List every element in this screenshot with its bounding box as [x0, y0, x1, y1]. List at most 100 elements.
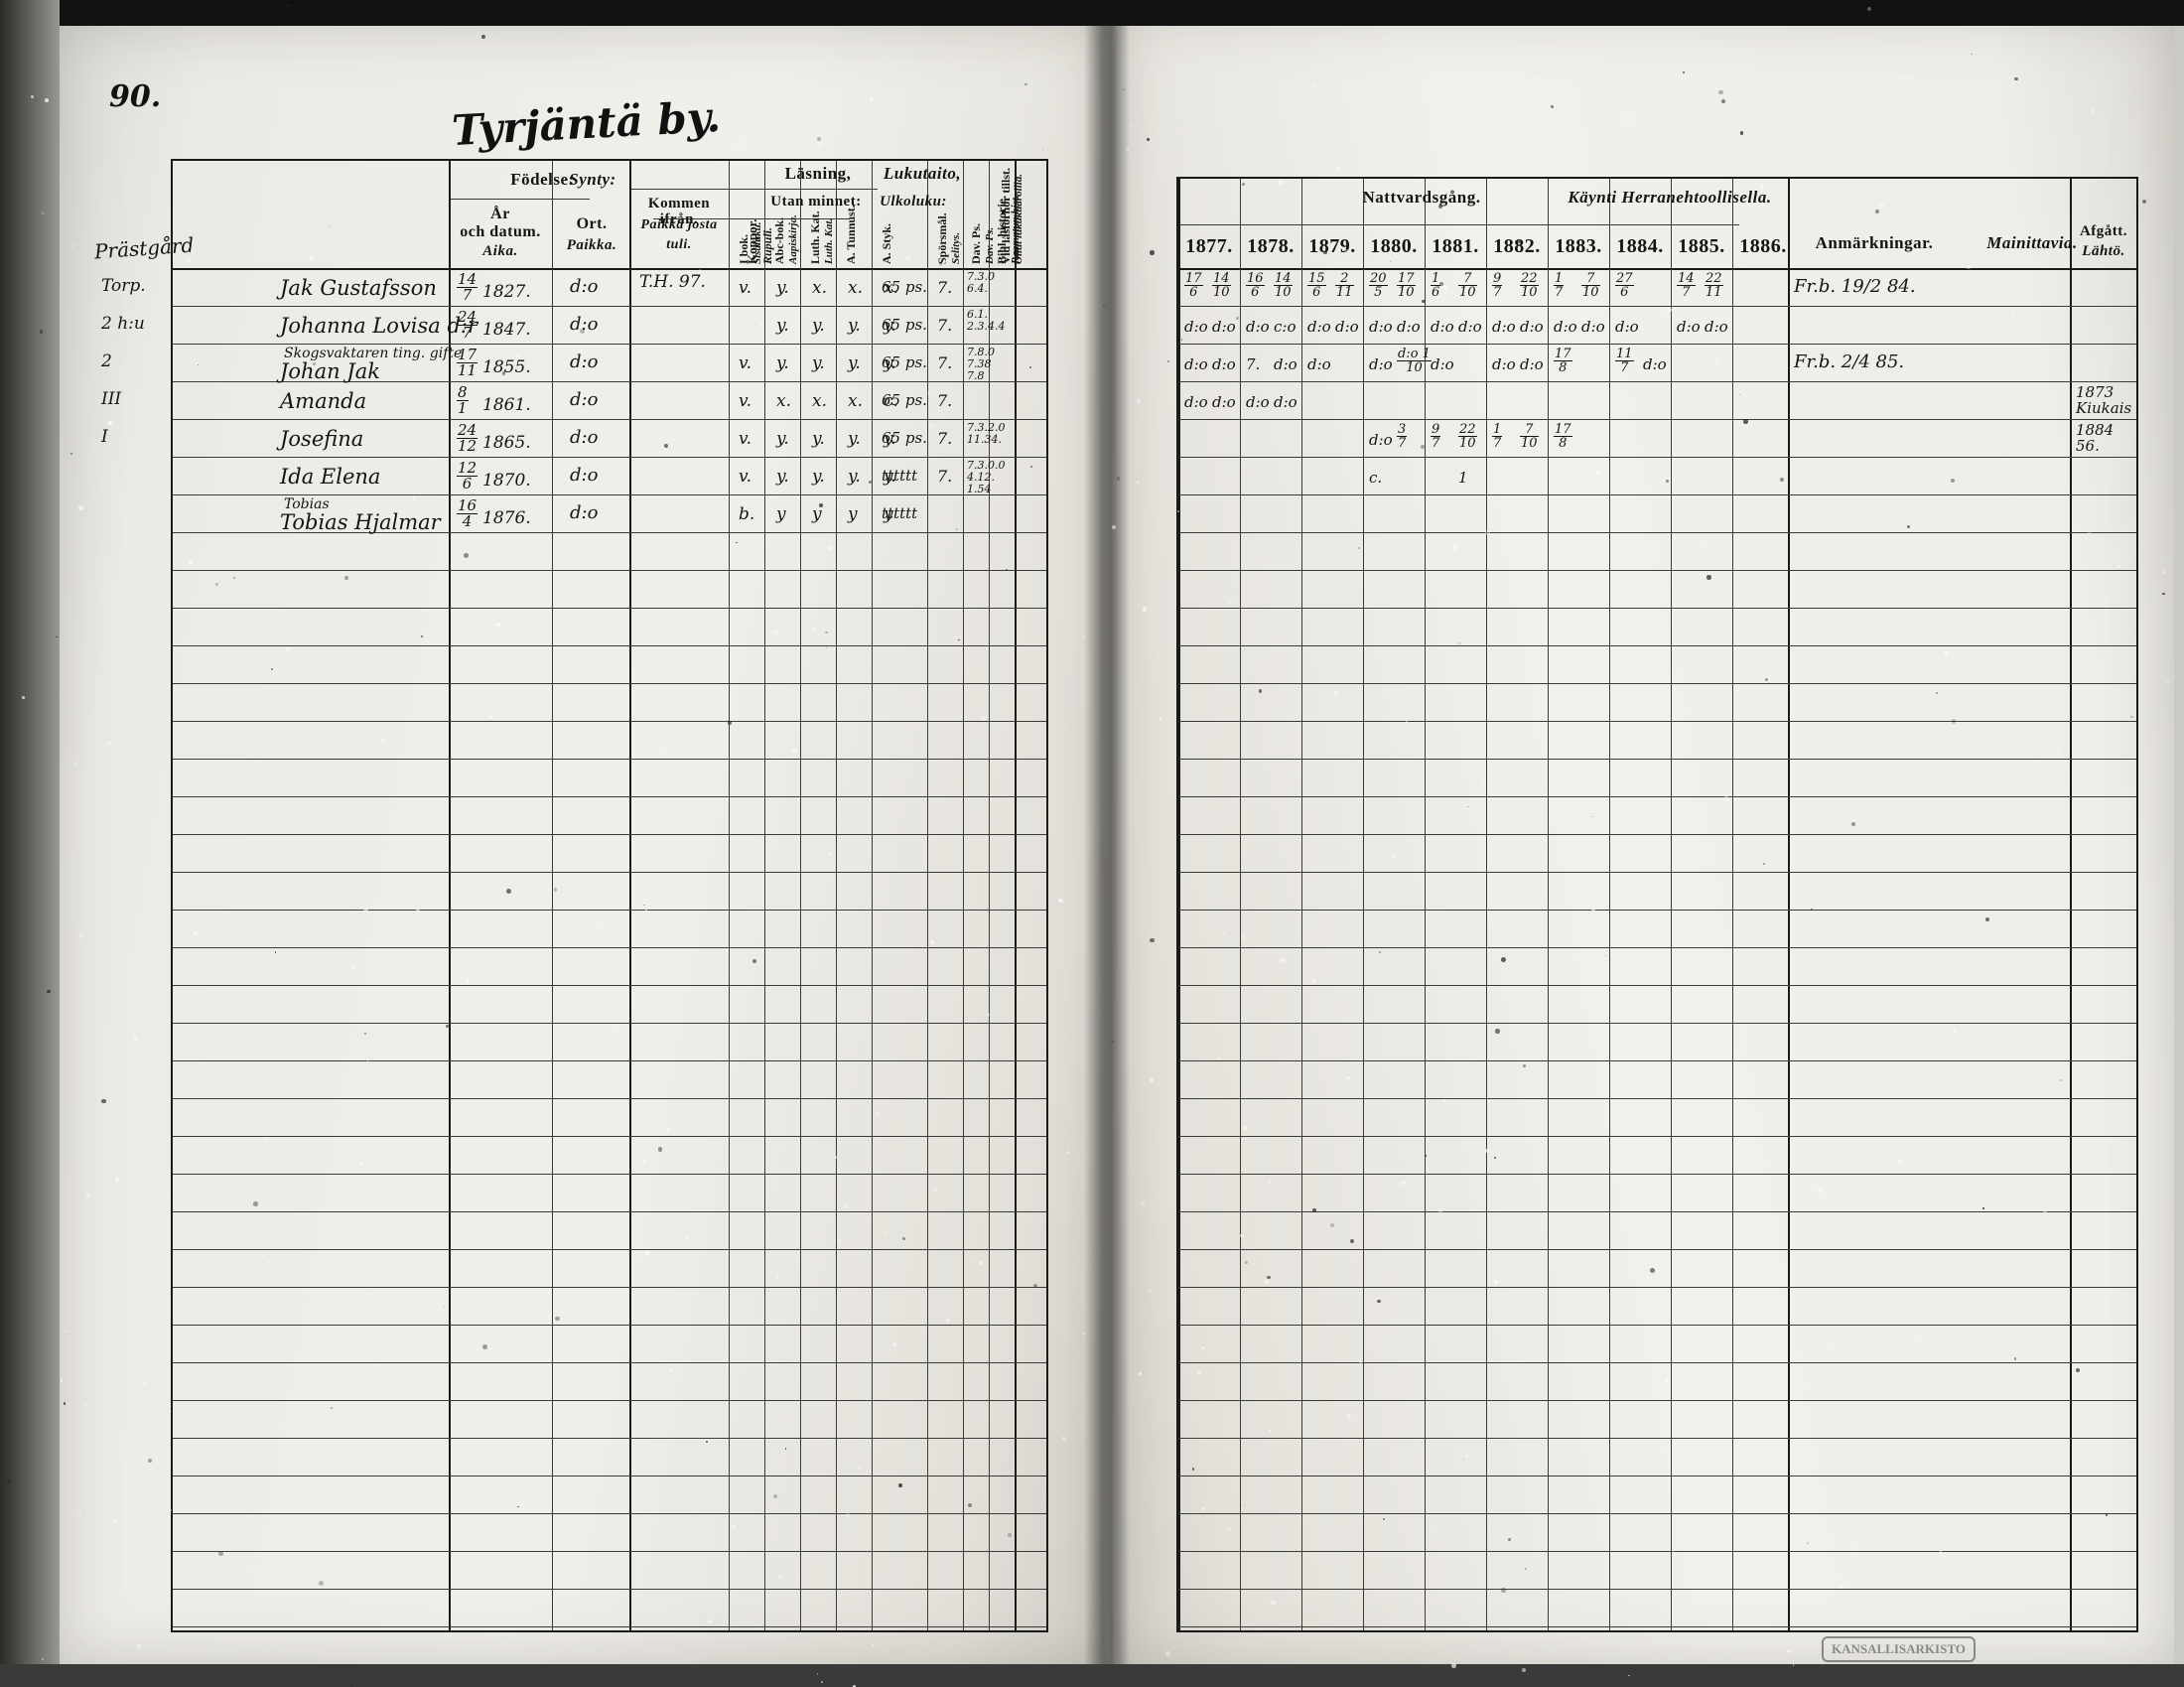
row-psalms-6: tttttt — [882, 504, 918, 522]
row-reading-1-2: y. — [848, 316, 861, 336]
scan-speck — [1818, 1188, 1823, 1193]
row-reading-4-3: y. — [884, 429, 896, 449]
table-row-rule — [1178, 419, 2136, 420]
table-row-rule — [173, 608, 1046, 609]
header-reading-col-0: I bok. — [737, 233, 751, 264]
row-psalms-5: tttttt — [882, 467, 918, 485]
scan-speck — [707, 1619, 712, 1624]
scan-speck — [645, 1249, 650, 1255]
scan-speck — [481, 34, 486, 39]
scan-speck — [1228, 1527, 1232, 1531]
scan-speck — [1725, 1263, 1729, 1267]
scan-speck — [1136, 398, 1141, 403]
scan-speck — [1650, 1267, 1656, 1273]
header-notes-sw: Anmärkningar. — [1815, 233, 1934, 252]
scan-speck — [1269, 1430, 1272, 1433]
scan-speck — [1466, 805, 1469, 808]
communion-1-1-autumn: c:o — [1274, 318, 1297, 336]
scan-speck — [284, 944, 288, 948]
scan-speck — [1245, 1260, 1249, 1265]
scan-speck — [1673, 217, 1676, 221]
scan-speck — [1394, 901, 1398, 905]
scan-speck — [1330, 1222, 1334, 1227]
table-row-rule — [173, 1023, 1046, 1024]
scan-speck — [1242, 1126, 1247, 1131]
communion-2-5-spring: d:o — [1492, 355, 1516, 373]
scan-speck — [1664, 1377, 1669, 1382]
row-smallpox-3: v. — [739, 391, 751, 411]
communion-1-5-spring: d:o — [1492, 318, 1516, 336]
vrule — [1788, 179, 1790, 1630]
scan-speck — [785, 1448, 787, 1450]
row-birth-place-2: d:o — [570, 351, 599, 372]
table-row-rule — [1178, 381, 2136, 382]
scan-speck — [1897, 889, 1900, 892]
table-row-rule — [173, 1060, 1046, 1061]
table-row-rule — [1178, 910, 2136, 911]
row-birth-daymonth-1: 24 7 — [457, 308, 478, 342]
scan-speck — [2087, 530, 2093, 536]
scan-speck — [669, 287, 675, 292]
communion-year-1886: 1886. — [1739, 235, 1787, 257]
scan-speck — [1649, 1298, 1653, 1302]
scan-speck — [825, 631, 828, 634]
table-row-rule — [173, 1249, 1046, 1250]
scan-speck — [1066, 1151, 1070, 1154]
scan-speck — [77, 1509, 81, 1512]
row-reading-3-0: x. — [776, 391, 791, 411]
scan-speck — [1966, 264, 1972, 270]
scan-speck — [816, 1673, 819, 1675]
scan-speck — [1850, 821, 1855, 826]
scan-speck — [772, 1493, 777, 1498]
scan-speck — [1879, 203, 1884, 208]
communion-1-8-autumn: d:o — [1705, 318, 1728, 336]
scan-speck — [1337, 166, 1341, 170]
scan-speck — [1082, 1333, 1085, 1336]
row-margin-note-0: Torp. — [101, 276, 146, 296]
scan-speck — [379, 737, 384, 742]
scan-speck — [1111, 1040, 1114, 1043]
scan-speck — [252, 1200, 258, 1206]
scan-speck — [1384, 38, 1387, 41]
scan-speck — [1451, 1663, 1456, 1668]
scan-speck — [1523, 889, 1526, 892]
table-row-rule — [1178, 1098, 2136, 1099]
scan-speck — [1522, 1668, 1526, 1673]
communion-1-7-spring: d:o — [1615, 318, 1639, 336]
hrule — [1178, 268, 2136, 270]
table-row-rule — [173, 494, 1046, 495]
scan-speck — [1438, 204, 1443, 209]
scan-speck — [1768, 584, 1770, 587]
scan-speck — [1024, 82, 1027, 85]
scan-speck — [597, 979, 599, 982]
scan-speck — [2150, 639, 2152, 642]
scan-speck — [1140, 1201, 1145, 1206]
row-person-name-0: Jak Gustafsson — [280, 276, 437, 300]
table-row-rule — [173, 457, 1046, 458]
scan-speck — [1191, 1468, 1195, 1472]
scan-speck — [775, 1275, 780, 1279]
row-smallpox-2: v. — [739, 353, 751, 373]
scan-speck — [1484, 1149, 1489, 1154]
communion-0-2-spring: 15 6 — [1307, 271, 1326, 300]
row-margin-note-2: 2 — [101, 351, 112, 371]
table-row-rule — [1178, 985, 2136, 986]
scan-speck — [668, 1369, 672, 1373]
header-reading-col-2: Luth. Kat. — [808, 211, 822, 264]
scan-speck — [1672, 717, 1675, 720]
communion-5-4-autumn: 1 — [1458, 469, 1468, 487]
row-person-name-4: Josefina — [280, 427, 364, 451]
scan-speck — [620, 101, 622, 103]
scan-speck — [56, 635, 59, 638]
table-row-rule — [173, 985, 1046, 986]
scan-speck — [1345, 1075, 1350, 1080]
scan-speck — [1944, 650, 1949, 656]
table-row-rule — [173, 1325, 1046, 1326]
scan-speck — [1742, 161, 1745, 164]
scan-speck — [6, 1478, 12, 1484]
scan-speck — [1853, 1547, 1857, 1551]
scan-speck — [1061, 1436, 1066, 1442]
